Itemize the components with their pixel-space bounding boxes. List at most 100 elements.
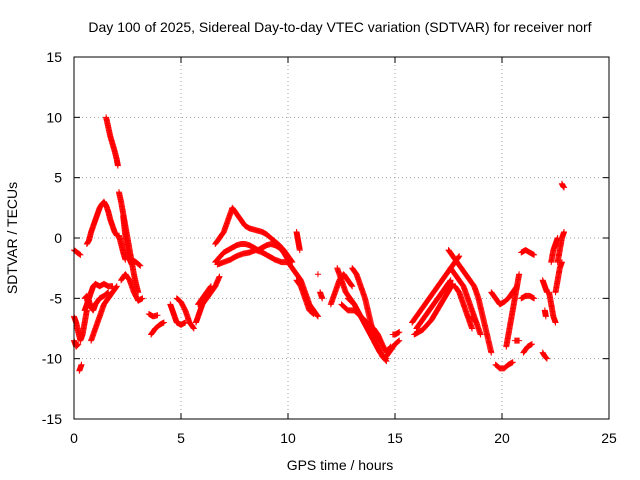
series-s42 (451, 283, 476, 332)
x-tick-label: 5 (177, 430, 185, 446)
series-s4 (76, 361, 85, 374)
marker-trace (492, 359, 516, 372)
series-s12 (115, 232, 129, 263)
marker-trace (383, 337, 403, 360)
marker-trace (103, 114, 121, 169)
marker-trace (503, 271, 523, 350)
series-s52 (539, 277, 550, 296)
marker-trace (413, 277, 454, 332)
series-s9 (103, 114, 121, 169)
marker-trace (145, 311, 161, 320)
series-s14 (128, 256, 144, 269)
marker-trace (445, 247, 495, 356)
series-s27 (314, 271, 321, 278)
series-s6 (81, 289, 112, 314)
series-s39 (411, 280, 456, 338)
series-s18 (173, 295, 197, 332)
series-s19 (192, 273, 223, 326)
marker-trace (148, 319, 167, 338)
marker-trace (128, 256, 144, 269)
plot-frame (73, 56, 610, 420)
marker-trace (554, 228, 568, 266)
series-s26 (293, 277, 317, 318)
series-s35 (383, 337, 403, 360)
y-axis-label: SDTVAR / TECUs (4, 182, 20, 294)
chart-title: Day 100 of 2025, Sidereal Day-to-day VTE… (88, 19, 591, 35)
marker-trace (469, 313, 480, 326)
y-tick-label: 5 (54, 170, 62, 186)
marker-trace (520, 341, 535, 356)
series-s7 (88, 283, 120, 344)
data-markers (71, 114, 568, 374)
marker-trace (76, 361, 85, 374)
marker-trace (451, 283, 476, 332)
series-s49 (518, 247, 538, 258)
marker-trace (518, 247, 538, 258)
marker-trace (115, 232, 129, 263)
grid (74, 57, 609, 419)
series-s13 (118, 271, 146, 304)
series-s53 (541, 307, 549, 320)
series-s47 (511, 337, 523, 344)
series-s57 (554, 228, 568, 266)
marker-trace (88, 283, 120, 344)
marker-trace (81, 289, 112, 314)
marker-trace (539, 349, 550, 362)
marker-trace (389, 329, 403, 338)
marker-trace (314, 271, 321, 278)
marker-trace (546, 289, 559, 326)
y-tick-label: -15 (42, 411, 62, 427)
marker-trace (192, 273, 223, 326)
marker-trace (539, 277, 550, 296)
series-s24 (293, 228, 303, 254)
series-s28 (317, 289, 326, 302)
series-s8 (83, 198, 120, 248)
series-s38 (413, 277, 454, 332)
x-tick-label: 25 (601, 430, 617, 446)
series-s55 (548, 235, 561, 266)
marker-trace (173, 295, 197, 332)
marker-trace (214, 247, 291, 268)
y-tick-label: -5 (50, 290, 63, 306)
marker-trace (548, 235, 561, 266)
series-s37 (409, 253, 463, 326)
y-tick-label: 10 (46, 109, 62, 125)
y-tick-label: 0 (54, 230, 62, 246)
x-tick-label: 20 (494, 430, 510, 446)
series-s16 (148, 319, 167, 338)
x-tick-label: 0 (70, 430, 78, 446)
marker-trace (558, 180, 568, 191)
marker-trace (409, 253, 463, 326)
marker-trace (518, 292, 538, 302)
series-s45 (492, 359, 516, 372)
marker-trace (541, 307, 549, 320)
y-tick-label: 15 (46, 49, 62, 65)
series-s20 (195, 283, 214, 308)
marker-trace (83, 198, 120, 248)
series-s48 (518, 292, 538, 302)
marker-trace (411, 280, 456, 338)
series-s40 (445, 247, 495, 356)
x-tick-label: 15 (387, 430, 403, 446)
marker-trace (511, 337, 523, 344)
x-tick-label: 10 (280, 430, 296, 446)
marker-trace (195, 283, 214, 308)
marker-trace (552, 259, 565, 296)
marker-trace (293, 277, 317, 318)
marker-trace (167, 301, 189, 328)
series-s36 (389, 329, 403, 338)
series-s58 (558, 180, 568, 191)
series-s56 (552, 259, 565, 296)
marker-trace (118, 271, 146, 304)
marker-trace (317, 289, 326, 302)
series-s43 (469, 313, 480, 326)
series-s46 (503, 271, 523, 350)
y-tick-label: -10 (42, 351, 62, 367)
series-s54 (546, 289, 559, 326)
series-s15 (145, 311, 161, 320)
series-s51 (539, 349, 550, 362)
series-s17 (167, 301, 189, 328)
marker-trace (293, 228, 303, 254)
